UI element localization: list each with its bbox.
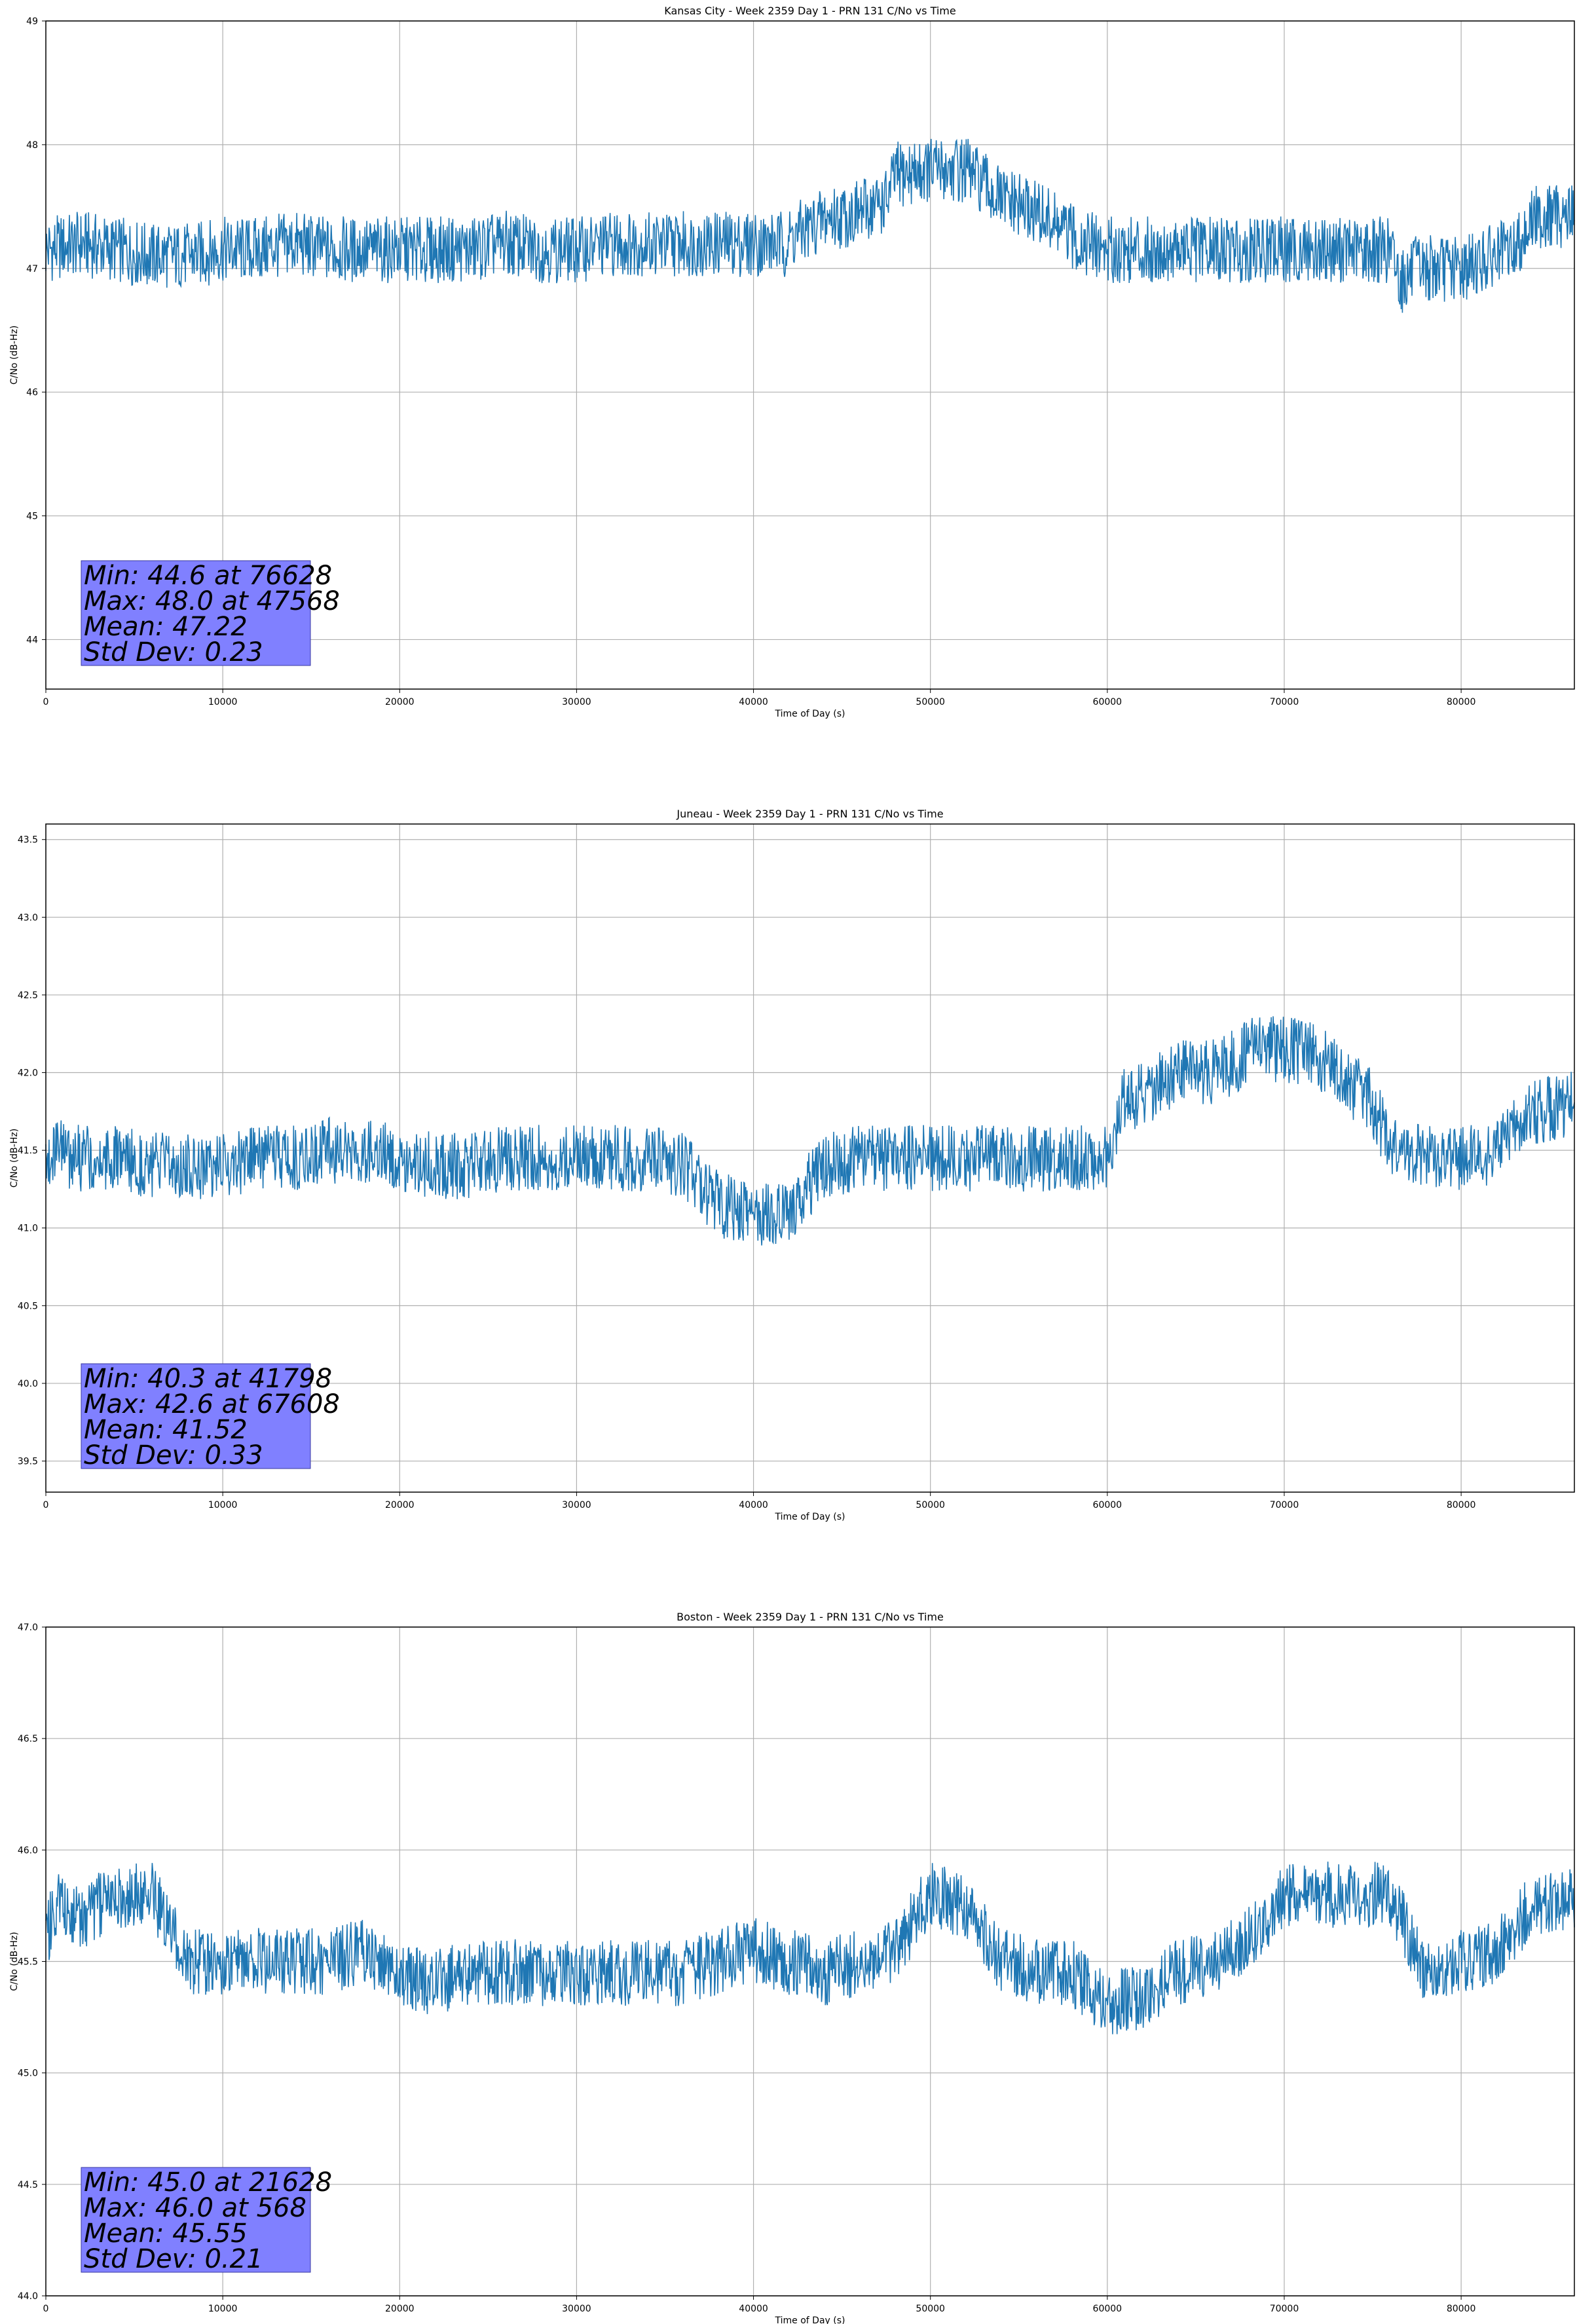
y-tick-label: 47	[26, 264, 38, 274]
x-tick-label: 70000	[1270, 697, 1299, 707]
x-tick-label: 10000	[208, 697, 238, 707]
axes-frame	[45, 823, 1575, 1493]
stats-line-std-dev: Std Dev: 0.33	[84, 1440, 263, 1471]
y-tick-label: 40.5	[18, 1301, 38, 1311]
axes-frame	[45, 1626, 1575, 2296]
x-axis-label: Time of Day (s)	[775, 709, 845, 719]
y-tick-label: 44.0	[18, 2291, 38, 2302]
stats-box: Min: 45.0 at 21628 Max: 46.0 at 568 Mean…	[81, 2167, 332, 2274]
y-tick-label: 39.5	[18, 1457, 38, 1467]
y-axis-label: C/No (dB-Hz)	[9, 326, 20, 384]
x-tick-label: 20000	[385, 2304, 415, 2314]
x-tick-label: 30000	[562, 2304, 591, 2314]
y-tick-label: 45	[26, 512, 38, 522]
stats-line-max: Max: 42.6 at 67608	[84, 1389, 340, 1419]
stats-line-mean: Mean: 45.55	[84, 2219, 248, 2249]
y-tick-label: 45.5	[18, 1957, 38, 1968]
x-axis-label: Time of Day (s)	[775, 2315, 845, 2324]
chart-kansas-city: Kansas City - Week 2359 Day 1 - PRN 131 …	[9, 5, 1575, 719]
x-tick-label: 30000	[562, 697, 591, 707]
chart-boston: Boston - Week 2359 Day 1 - PRN 131 C/No …	[9, 1611, 1575, 2324]
x-tick-label: 80000	[1447, 1500, 1476, 1510]
y-axis-label: C/No (dB-Hz)	[9, 1129, 20, 1188]
stats-background	[81, 560, 311, 666]
stats-line-std-dev: Std Dev: 0.23	[84, 637, 263, 667]
x-tick-label: 30000	[562, 1500, 591, 1510]
x-tick-label: 70000	[1270, 1500, 1299, 1510]
y-tick-label: 45.0	[18, 2069, 38, 2079]
stats-box: Min: 40.3 at 41798 Max: 42.6 at 67608 Me…	[81, 1363, 340, 1471]
stats-line-max: Max: 48.0 at 47568	[84, 586, 340, 616]
series-line	[45, 1862, 1575, 2034]
stats-background	[81, 1363, 311, 1469]
y-tick-label: 42.5	[18, 990, 38, 1001]
x-tick-label: 50000	[916, 697, 945, 707]
series-line	[45, 1016, 1575, 1246]
chart-juneau: Juneau - Week 2359 Day 1 - PRN 131 C/No …	[9, 808, 1575, 1522]
y-tick-label: 47.0	[18, 1622, 38, 1633]
x-tick-label: 70000	[1270, 2304, 1299, 2314]
stats-line-mean: Mean: 47.22	[84, 612, 248, 642]
x-tick-label: 0	[43, 697, 49, 707]
y-tick-label: 44.5	[18, 2180, 38, 2190]
y-tick-label: 43.5	[18, 835, 38, 846]
x-tick-label: 60000	[1093, 1500, 1122, 1510]
x-tick-label: 20000	[385, 697, 415, 707]
x-tick-label: 80000	[1447, 2304, 1476, 2314]
x-tick-label: 40000	[739, 697, 768, 707]
y-axis-label: C/No (dB-Hz)	[9, 1932, 20, 1991]
x-tick-label: 10000	[208, 2304, 238, 2314]
y-tick-label: 41.0	[18, 1224, 38, 1234]
y-tick-label: 46.0	[18, 1845, 38, 1856]
y-tick-label: 41.5	[18, 1146, 38, 1156]
x-tick-label: 10000	[208, 1500, 238, 1510]
stats-background	[81, 2167, 311, 2273]
y-tick-label: 46.5	[18, 1734, 38, 1744]
x-tick-label: 60000	[1093, 2304, 1122, 2314]
x-tick-label: 80000	[1447, 697, 1476, 707]
y-tick-label: 42.0	[18, 1068, 38, 1079]
stats-line-mean: Mean: 41.52	[84, 1415, 248, 1445]
chart-title: Boston - Week 2359 Day 1 - PRN 131 C/No …	[677, 1611, 944, 1623]
stats-line-min: Min: 45.0 at 21628	[84, 2167, 332, 2198]
stats-line-std-dev: Std Dev: 0.21	[84, 2244, 263, 2274]
x-tick-label: 0	[43, 2304, 49, 2314]
chart-title: Kansas City - Week 2359 Day 1 - PRN 131 …	[664, 5, 955, 17]
x-tick-label: 60000	[1093, 697, 1122, 707]
x-tick-label: 50000	[916, 2304, 945, 2314]
stats-line-min: Min: 44.6 at 76628	[84, 561, 332, 591]
y-tick-label: 40.0	[18, 1379, 38, 1389]
chart-title: Juneau - Week 2359 Day 1 - PRN 131 C/No …	[676, 808, 943, 820]
x-tick-label: 20000	[385, 1500, 415, 1510]
y-tick-label: 44	[26, 635, 38, 645]
axes-frame	[45, 20, 1575, 690]
x-tick-label: 50000	[916, 1500, 945, 1510]
y-tick-label: 43.0	[18, 912, 38, 923]
stats-line-max: Max: 46.0 at 568	[84, 2193, 306, 2223]
x-tick-label: 40000	[739, 1500, 768, 1510]
y-tick-label: 48	[26, 140, 38, 151]
x-tick-label: 0	[43, 1500, 49, 1510]
y-tick-label: 46	[26, 388, 38, 398]
x-tick-label: 40000	[739, 2304, 768, 2314]
stats-line-min: Min: 40.3 at 41798	[84, 1364, 332, 1394]
stats-box: Min: 44.6 at 76628 Max: 48.0 at 47568 Me…	[81, 560, 340, 667]
series-line	[45, 138, 1575, 313]
y-tick-label: 49	[26, 16, 38, 27]
x-axis-label: Time of Day (s)	[775, 1512, 845, 1522]
